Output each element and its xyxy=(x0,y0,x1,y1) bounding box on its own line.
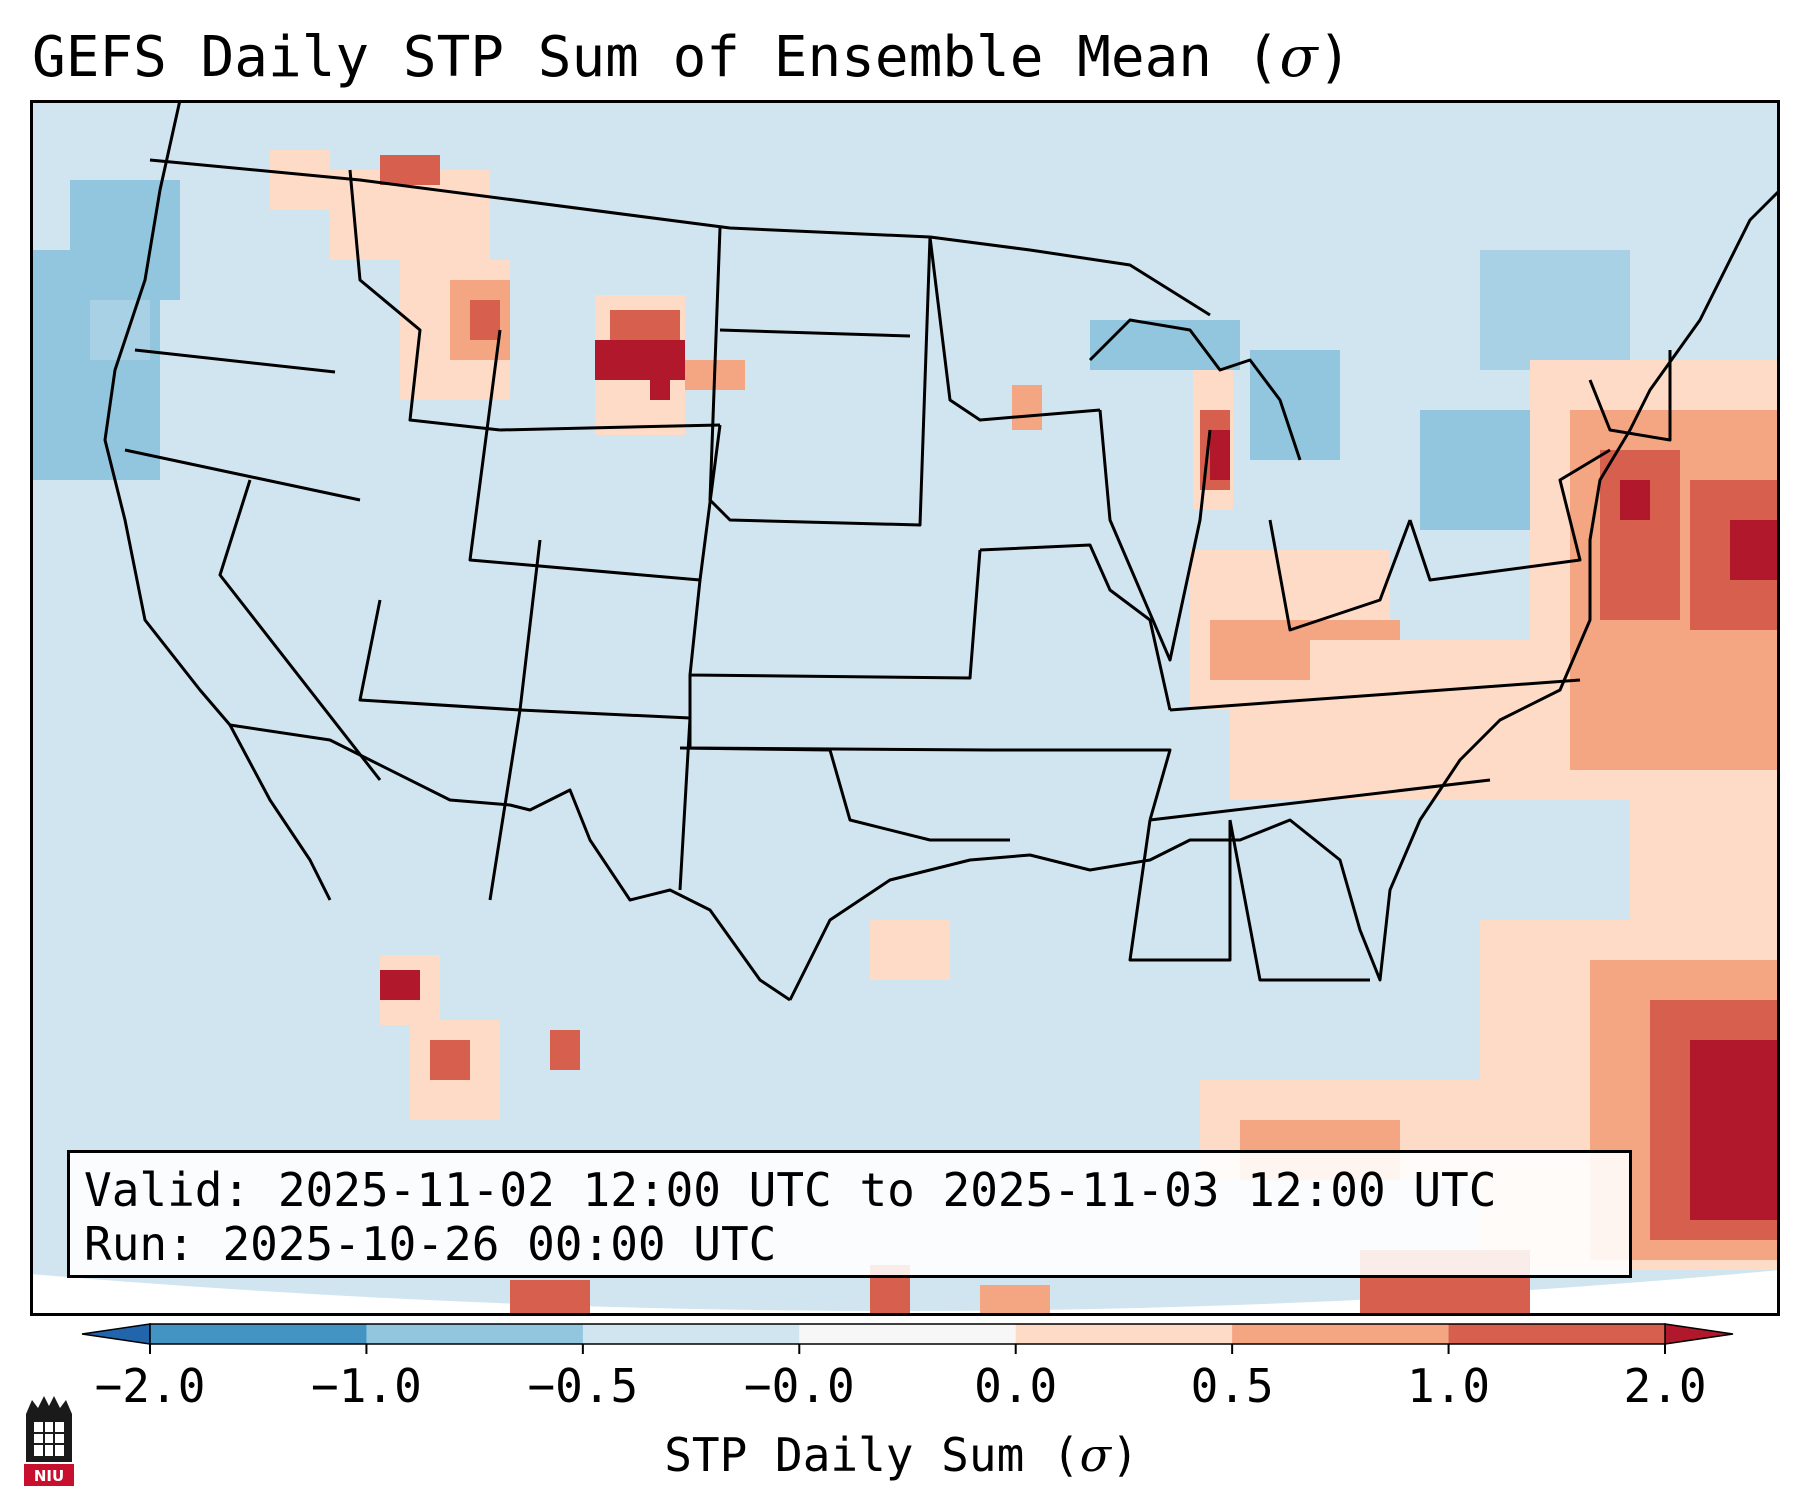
border-ca-nv xyxy=(218,479,382,781)
cell-pos-texas xyxy=(870,920,950,980)
cell-pos-michigan-3 xyxy=(1210,430,1230,480)
coastline-west xyxy=(103,100,332,901)
cell-pos-bahamas-4 xyxy=(1690,1040,1780,1220)
border-tn-ky xyxy=(1169,678,1581,712)
validity-info-box: Valid: 2025-11-02 12:00 UTC to 2025-11-0… xyxy=(67,1150,1632,1278)
colorbar: −2.0 −1.0 −0.5 −0.0 0.0 0.5 1.0 2.0 xyxy=(81,1323,1734,1413)
border-id-mt xyxy=(348,169,501,432)
colorbar-bin xyxy=(1448,1324,1666,1344)
colorbar-bin xyxy=(150,1324,367,1344)
cell-pos-south-1 xyxy=(510,1280,590,1316)
chart-title-sigma: σ xyxy=(1279,25,1318,90)
niu-badge xyxy=(24,1464,74,1486)
colorbar-bin xyxy=(799,1324,1017,1344)
border-dakotas xyxy=(708,227,932,527)
border-az-nm xyxy=(488,709,522,901)
colorbar-tick-label: −0.0 xyxy=(744,1359,855,1413)
border-al-ga xyxy=(1228,819,1370,982)
cell-pos-mexico-3 xyxy=(550,1030,580,1070)
colorbar-tick-label: 2.0 xyxy=(1623,1359,1706,1413)
niu-logo: NIU xyxy=(24,1396,74,1486)
colorbar-tick-label: 0.0 xyxy=(974,1359,1057,1413)
mexico-border xyxy=(229,723,791,1002)
border-or-ca xyxy=(124,448,361,502)
colorbar-bin xyxy=(1015,1324,1233,1344)
cell-pos-montana-5 xyxy=(650,370,670,400)
colorbar-tick-label: 0.5 xyxy=(1191,1359,1274,1413)
gulf-coast xyxy=(788,188,1780,1001)
chart-title-suffix: ) xyxy=(1317,25,1352,90)
run-time-text: Run: 2025-10-26 00:00 UTC xyxy=(84,1217,777,1271)
border-tx-ok xyxy=(679,746,1010,842)
cell-pos-atlantic-6 xyxy=(1730,520,1780,580)
cell-pos-iowa xyxy=(1012,385,1042,430)
border-oh xyxy=(1268,519,1412,632)
cell-pos-montana-3 xyxy=(595,340,685,380)
border-nm-co xyxy=(519,708,692,891)
colorbar-bin xyxy=(1232,1324,1450,1344)
colorbar-tick-label: −0.5 xyxy=(527,1359,638,1413)
cell-pos-atlantic-5 xyxy=(1620,480,1650,520)
border-tn-al xyxy=(1149,778,1491,822)
border-mn-ia xyxy=(928,236,1101,422)
border-il-in xyxy=(1098,409,1212,662)
cell-pos-idaho-3 xyxy=(470,300,500,340)
cell-pos-south-2 xyxy=(980,1285,1050,1316)
border-mt-wy xyxy=(499,423,721,432)
border-ms-al xyxy=(1128,819,1232,962)
colorbar-bin xyxy=(366,1324,584,1344)
border-ne-ks xyxy=(688,549,982,680)
border-ia-mo xyxy=(979,543,1172,711)
colorbar-label-text: STP Daily Sum ( xyxy=(664,1428,1080,1482)
niu-window-grid xyxy=(34,1422,64,1456)
colorbar-tick-label: −1.0 xyxy=(311,1359,422,1413)
border-wi-mi xyxy=(1088,318,1302,461)
valid-time-text: Valid: 2025-11-02 12:00 UTC to 2025-11-0… xyxy=(84,1163,1497,1217)
colorbar-extend-under xyxy=(81,1323,151,1345)
colorbar-outline xyxy=(149,1323,1666,1345)
colorbar-label-sigma: σ xyxy=(1079,1428,1112,1482)
cell-pos-wa xyxy=(270,150,330,210)
border-pa-ny xyxy=(1408,448,1611,582)
border-sd-nd xyxy=(719,328,911,338)
colorbar-tick-label: −2.0 xyxy=(95,1359,206,1413)
cell-neg-quebec xyxy=(1480,250,1630,370)
colorbar-label: STP Daily Sum (σ) xyxy=(0,1425,1803,1485)
stp-map xyxy=(30,100,1780,1316)
colorbar-extend-over xyxy=(1664,1323,1734,1345)
niu-logo-text: NIU xyxy=(34,1467,64,1485)
map-offdomain-area xyxy=(30,1270,1780,1316)
border-mo-ar xyxy=(990,748,1172,821)
colorbar-tick-label: 1.0 xyxy=(1407,1359,1490,1413)
map-frame xyxy=(30,100,1780,1316)
chart-title-text: GEFS Daily STP Sum of Ensemble Mean ( xyxy=(32,25,1280,90)
cell-pos-wa-2 xyxy=(380,155,440,185)
chart-title: GEFS Daily STP Sum of Ensemble Mean (σ) xyxy=(32,18,1351,98)
cell-neg-superior xyxy=(1090,320,1240,370)
border-ny-vt xyxy=(1588,350,1672,442)
colorbar-label-suffix: ) xyxy=(1111,1428,1139,1482)
state-borders xyxy=(103,100,1780,1002)
border-ut-az xyxy=(358,539,542,712)
cell-pos-atlantic-3 xyxy=(1600,450,1680,620)
border-wa-or xyxy=(134,348,336,374)
niu-window-lines xyxy=(34,1422,64,1456)
border-wy xyxy=(468,329,722,582)
cell-neg-pacific-2 xyxy=(70,180,180,300)
cell-pos-mexico-2 xyxy=(430,1040,470,1080)
stp-anomaly-cells xyxy=(30,150,1780,1316)
colorbar-bin xyxy=(582,1324,800,1344)
cell-pos-baja-2 xyxy=(380,970,420,1000)
